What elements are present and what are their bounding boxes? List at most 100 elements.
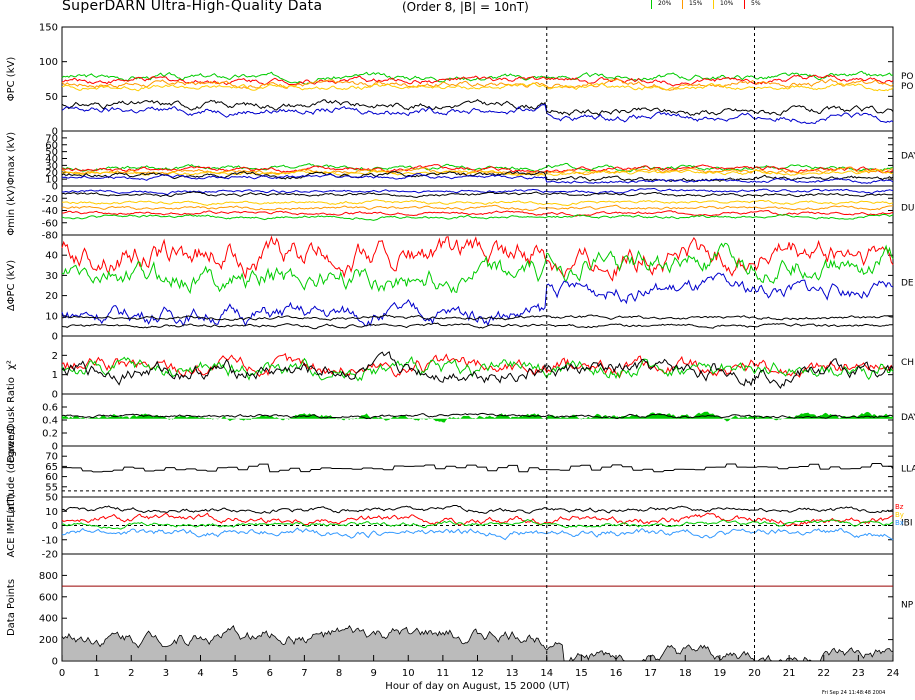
xtick-label-2: 2 [128,668,134,679]
series-line-dphipc-2 [61,272,894,327]
ytick-label-phipc-2: 100 [39,57,58,68]
panel-frame-ratio [61,393,894,447]
series-line-imf-3 [61,527,894,541]
ytick-label-phimin-2: -40 [42,206,58,217]
xtick-label-24: 24 [887,668,900,679]
chart-title: SuperDARN Ultra-High-Quality Data [62,0,323,14]
ylabel-imf: ACE IMF (nT) [6,493,17,557]
series-line-lat-0 [62,463,894,473]
ytick-label-dphipc-2: 20 [45,291,58,302]
ytick-label-lat-0: 50 [45,493,58,504]
xtick-label-3: 3 [163,668,169,679]
chart-subtitle: (Order 8, |B| = 10nT) [402,0,529,14]
ytick-label-phimax-2: 20 [45,168,58,179]
series-line-phimin-2 [61,199,894,207]
ytick-label-chi-2: 2 [52,351,58,362]
timestamp: Fri Sep 24 11:48:48 2004 [822,690,886,696]
xtick-label-11: 11 [437,668,450,679]
xlabel: Hour of day on August, 15 2000 (UT) [385,681,570,692]
imf-tag-0: Bz [895,503,904,511]
imf-tag-2: Bx [895,519,904,527]
xtick-label-20: 20 [748,668,761,679]
panel-frame-chi [61,335,894,395]
ytick-label-lat-3: 65 [45,462,58,473]
xtick-label-12: 12 [471,668,484,679]
ytick-label-phimax-3: 30 [45,161,58,172]
legend-swatch-5 [744,0,745,9]
xtick-label-22: 22 [817,668,830,679]
xtick-label-17: 17 [644,668,657,679]
xtick-label-6: 6 [267,668,273,679]
legend-swatch-20 [651,0,652,9]
xtick-label-10: 10 [402,668,415,679]
right-label-lat-0: LLA [901,465,915,475]
imf-tag-1: By [895,511,904,519]
ytick-label-phimin-1: -60 [42,218,58,229]
ytick-label-ratio-1: 0.2 [42,429,58,440]
ytick-label-dphipc-0: 0 [52,332,58,343]
ytick-label-phimax-5: 50 [45,147,58,158]
ytick-label-phipc-1: 50 [45,92,58,103]
ytick-label-lat-2: 60 [45,472,58,483]
ylabel-chi: χ² [6,360,17,370]
ylabel-phipc: ΦPC (kV) [6,57,17,102]
ytick-label-phimax-4: 40 [45,154,58,165]
xtick-label-4: 4 [197,668,203,679]
ytick-label-np-2: 400 [39,614,58,625]
ytick-label-lat-1: 55 [45,482,58,493]
xtick-label-14: 14 [540,668,553,679]
xtick-label-13: 13 [506,668,519,679]
series-line-dphipc-4 [61,322,894,330]
xtick-label-21: 21 [783,668,796,679]
right-label-phipc-1: PO [901,82,914,92]
xtick-label-5: 5 [232,668,238,679]
xtick-label-19: 19 [714,668,727,679]
right-label-ratio-0: DAY [901,413,915,423]
series-line-phimin-3 [61,204,893,212]
legend-entry-10: 10% [713,0,733,9]
xtick-label-23: 23 [852,668,865,679]
xtick-label-16: 16 [610,668,623,679]
ylabel-ratio: Dawn/Dusk Ratio [6,377,17,463]
right-label-dphipc-0: DE [901,279,914,289]
ytick-label-imf-3: 10 [45,507,58,518]
series-line-phimin-5 [61,213,894,221]
series-fill-np-0 [61,625,894,662]
ylabel-phimin: Φmin (kV) [6,185,17,235]
ytick-label-np-4: 800 [39,571,58,582]
panel-frame-phipc [61,26,894,132]
xtick-label-18: 18 [679,668,692,679]
ytick-label-ratio-2: 0.4 [42,416,58,427]
ytick-label-chi-1: 1 [52,370,58,381]
series-line-imf-0 [61,505,894,514]
ytick-label-dphipc-4: 40 [45,251,58,262]
ytick-label-phimax-1: 10 [45,175,58,186]
ytick-label-np-0: 0 [52,657,58,668]
ylabel-lat: Latitude (degrees) [6,425,17,517]
ytick-label-lat-4: 70 [45,452,58,463]
ytick-label-dphipc-1: 10 [45,311,58,322]
series-line-chi-1 [61,355,894,382]
ylabel-phimax: Φmax (kV) [6,132,17,185]
right-label-imf-0: IBI [901,519,912,529]
ytick-label-np-1: 200 [39,635,58,646]
ytick-label-dphipc-3: 30 [45,271,58,282]
legend-entry-5: 5% [744,0,761,9]
series-line-imf-2 [61,519,894,530]
legend-swatch-10 [713,0,714,9]
xtick-label-9: 9 [370,668,376,679]
ytick-label-chi-0: 0 [52,390,58,401]
right-label-phimin-0: DU [901,204,915,214]
ytick-label-phimax-7: 70 [45,133,58,144]
series-line-phipc-3 [61,82,894,92]
xtick-label-15: 15 [575,668,588,679]
ytick-label-ratio-0: 0 [52,442,58,453]
series-line-phimax-5 [61,173,894,184]
legend-swatch-15 [682,0,683,9]
series-line-phimin-4 [62,209,894,217]
ytick-label-ratio-3: 0.6 [42,403,58,414]
series-line-dphipc-1 [61,242,894,295]
ytick-label-phipc-3: 150 [39,23,58,34]
xtick-label-7: 7 [301,668,307,679]
